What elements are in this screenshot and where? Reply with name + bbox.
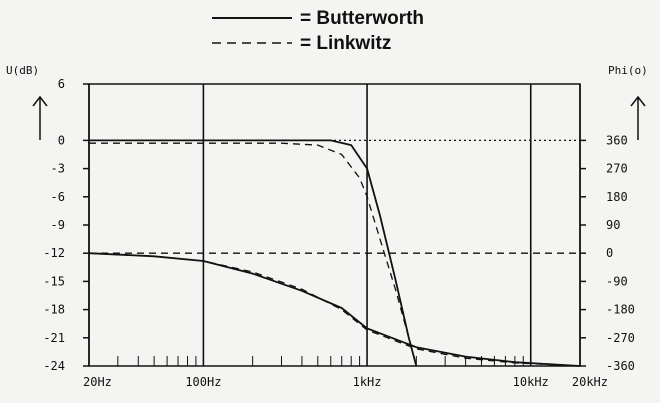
left-tick-label: -12 (43, 246, 65, 260)
left-tick-label: 6 (58, 77, 65, 91)
plot-frame (88, 83, 581, 367)
series-lines (88, 139, 581, 367)
left-tick-label: -18 (43, 303, 65, 317)
butterworth-phase-line (88, 252, 581, 367)
right-tick-label: 0 (606, 246, 613, 260)
left-tick-label: -9 (51, 218, 65, 232)
x-tick-label: 100Hz (185, 375, 221, 389)
x-tick-label: 10kHz (513, 375, 549, 389)
right-axis-ticks: 360 270 180 90 0 -90 -180 -270 -360 (580, 133, 635, 373)
linkwitz-phase-line (88, 252, 581, 367)
x-tick-label: 20kHz (572, 375, 608, 389)
left-tick-label: -3 (51, 162, 65, 176)
left-tick-label: -15 (43, 274, 65, 288)
right-axis-up-arrow-icon (630, 95, 646, 140)
x-tick-label: 1kHz (353, 375, 382, 389)
left-axis-up-arrow-icon (32, 95, 48, 140)
right-tick-label: -180 (606, 303, 635, 317)
right-axis-title: Phi(o) (608, 64, 648, 77)
right-tick-label: 270 (606, 162, 628, 176)
right-tick-label: -90 (606, 274, 628, 288)
left-axis-title: U(dB) (6, 64, 39, 77)
right-tick-label: -270 (606, 331, 635, 345)
left-tick-label: -21 (43, 331, 65, 345)
x-tick-label: 20Hz (83, 375, 112, 389)
grid (88, 83, 581, 367)
right-tick-label: 180 (606, 190, 628, 204)
right-tick-label: -360 (606, 359, 635, 373)
right-tick-label: 90 (606, 218, 620, 232)
legend-label-linkwitz: = Linkwitz (300, 33, 391, 54)
left-tick-label: -6 (51, 190, 65, 204)
butterworth-magnitude-line (89, 139, 418, 367)
legend-label-butterworth: = Butterworth (300, 8, 424, 29)
x-axis-ticks: 20Hz 100Hz 1kHz 10kHz 20kHz (83, 375, 608, 389)
left-tick-label: -24 (43, 359, 65, 373)
left-axis-ticks: 6 0 -3 -6 -9 -12 -15 -18 -21 -24 (43, 77, 89, 373)
left-tick-label: 0 (58, 133, 65, 147)
right-tick-label: 360 (606, 133, 628, 147)
legend: = Butterworth = Linkwitz (212, 8, 424, 54)
